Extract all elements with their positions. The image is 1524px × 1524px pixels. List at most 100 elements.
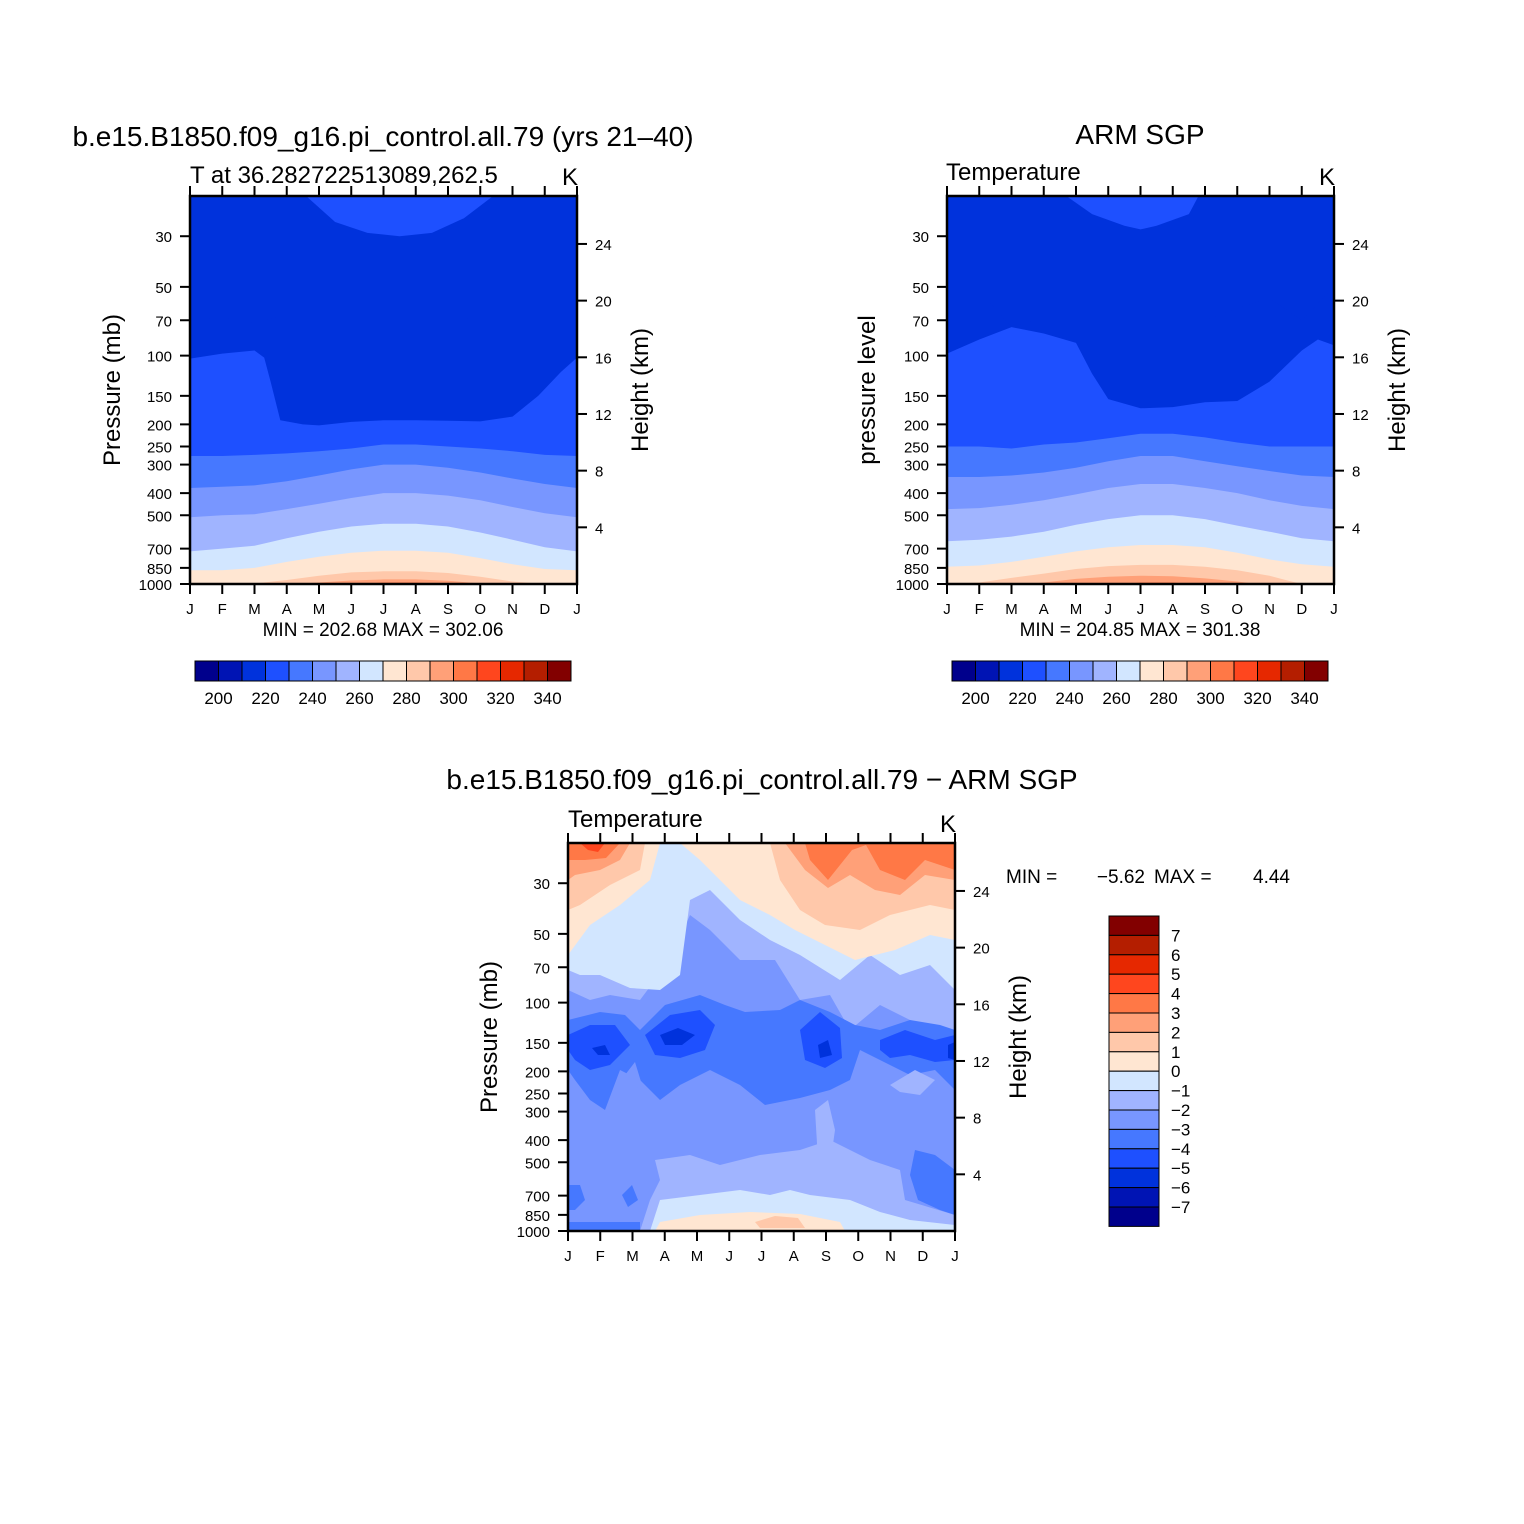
y-tick-label: 500 xyxy=(147,508,172,525)
contour-band-7 xyxy=(947,564,1334,584)
y-tick-label: 300 xyxy=(904,458,929,475)
colorbar-label: 320 xyxy=(1243,689,1271,708)
colorbar-label: −2 xyxy=(1171,1101,1190,1120)
colorbar-label: 240 xyxy=(1055,689,1083,708)
colorbar-cell xyxy=(1069,660,1094,682)
colorbar-cell xyxy=(1116,660,1141,682)
x-tick-label: N xyxy=(885,1248,896,1265)
x-tick-label: O xyxy=(474,601,486,618)
colorbar-label: 220 xyxy=(1008,689,1036,708)
x-tick-label: M xyxy=(691,1248,704,1265)
colorbar-label: 0 xyxy=(1171,1062,1180,1081)
y-tick-label: 100 xyxy=(525,996,550,1013)
contour-band-upper xyxy=(306,196,494,237)
x-tick-label: M xyxy=(313,601,326,618)
x-tick-label: J xyxy=(186,601,194,618)
colorbar-label: 220 xyxy=(251,689,279,708)
x-tick-label: A xyxy=(282,601,292,618)
colorbar-label: −5 xyxy=(1171,1159,1190,1178)
height-tick-label: 16 xyxy=(973,997,990,1014)
y-tick-label: 30 xyxy=(155,229,172,246)
colorbar-cell xyxy=(288,660,313,682)
colorbar-cell xyxy=(1139,660,1164,682)
x-tick-label: M xyxy=(1005,601,1018,618)
panel-obs-subtitle: Temperature xyxy=(946,159,1081,186)
colorbar-label: 260 xyxy=(1102,689,1130,708)
panel-model: b.e15.B1850.f09_g16.pi_control.all.79 (y… xyxy=(72,121,693,708)
y-tick-label: 150 xyxy=(525,1036,550,1053)
colorbar-label: 4 xyxy=(1171,985,1180,1004)
colorbar-cell xyxy=(1304,660,1329,682)
x-tick-label: F xyxy=(596,1248,605,1265)
height-tick-label: 20 xyxy=(595,294,612,311)
colorbar-label: 240 xyxy=(298,689,326,708)
y-tick-label: 70 xyxy=(155,313,172,330)
x-tick-label: M xyxy=(626,1248,639,1265)
panel-obs-title: ARM SGP xyxy=(1075,119,1204,150)
colorbar-label: 260 xyxy=(345,689,373,708)
colorbar-cell xyxy=(1257,660,1282,682)
panel-model-units: K xyxy=(562,164,578,191)
y-tick-label: 1000 xyxy=(896,577,929,594)
colorbar-cell xyxy=(1022,660,1047,682)
colorbar-cell xyxy=(1108,1206,1160,1227)
panel-diff-contours xyxy=(568,843,955,1231)
x-tick-label: J xyxy=(1137,601,1145,618)
x-tick-label: A xyxy=(411,601,421,618)
colorbar-cell xyxy=(406,660,431,682)
x-tick-label: J xyxy=(943,601,951,618)
contour-band-7 xyxy=(190,571,577,584)
y-tick-label: 1000 xyxy=(517,1224,550,1241)
x-tick-label: S xyxy=(443,601,453,618)
colorbar-cell xyxy=(1108,954,1160,975)
x-tick-label: J xyxy=(758,1248,766,1265)
colorbar-label: −3 xyxy=(1171,1120,1190,1139)
height-tick-label: 24 xyxy=(973,884,990,901)
panel-diff-title: b.e15.B1850.f09_g16.pi_control.all.79 − … xyxy=(446,764,1077,795)
contour-band-8 xyxy=(947,575,1334,584)
y-tick-label: 50 xyxy=(155,280,172,297)
y-tick-label: 100 xyxy=(904,349,929,366)
x-tick-label: O xyxy=(852,1248,864,1265)
panel-obs-colorbar: 200 220 240 260 280 300 320 340 xyxy=(951,660,1329,708)
colorbar-label: 340 xyxy=(533,689,561,708)
y-tick-label: 100 xyxy=(147,349,172,366)
y-tick-label: 70 xyxy=(533,960,550,977)
colorbar-cell xyxy=(951,660,976,682)
diff-band-plus1-lower xyxy=(755,1216,805,1228)
height-tick-label: 8 xyxy=(1352,464,1360,481)
panel-diff: b.e15.B1850.f09_g16.pi_control.all.79 − … xyxy=(446,764,1290,1265)
x-tick-label: J xyxy=(951,1248,959,1265)
colorbar-cell xyxy=(1210,660,1235,682)
height-tick-label: 16 xyxy=(595,350,612,367)
height-tick-label: 20 xyxy=(973,941,990,958)
colorbar-cell xyxy=(1108,1012,1160,1033)
panel-model-title: b.e15.B1850.f09_g16.pi_control.all.79 (y… xyxy=(72,121,693,152)
colorbar-cell xyxy=(429,660,454,682)
panel-diff-min-label: MIN = xyxy=(1006,867,1057,888)
colorbar-cell xyxy=(1108,1167,1160,1189)
y-tick-label: 700 xyxy=(147,542,172,559)
colorbar-label: −6 xyxy=(1171,1179,1190,1198)
panel-diff-ylabel-right: Height (km) xyxy=(1005,975,1032,1099)
x-tick-label: D xyxy=(539,601,550,618)
panel-obs: ARM SGP Temperature K J F M A M J J A S O N D J 30 50 7… xyxy=(854,119,1411,708)
panel-model-subtitle: T at 36.282722513089,262.5 xyxy=(190,162,498,189)
height-tick-label: 24 xyxy=(1352,237,1369,254)
height-tick-label: 16 xyxy=(1352,350,1369,367)
height-tick-label: 4 xyxy=(973,1167,981,1184)
height-tick-label: 4 xyxy=(595,520,603,537)
y-tick-label: 250 xyxy=(525,1087,550,1104)
diff-pocket-1 xyxy=(625,1062,642,1092)
colorbar-label: 6 xyxy=(1171,946,1180,965)
x-tick-label: J xyxy=(348,601,356,618)
height-tick-label: 8 xyxy=(973,1111,981,1128)
colorbar-cell xyxy=(194,660,219,682)
colorbar-cell xyxy=(1108,1109,1160,1130)
x-tick-label: D xyxy=(1296,601,1307,618)
y-tick-label: 400 xyxy=(147,486,172,503)
